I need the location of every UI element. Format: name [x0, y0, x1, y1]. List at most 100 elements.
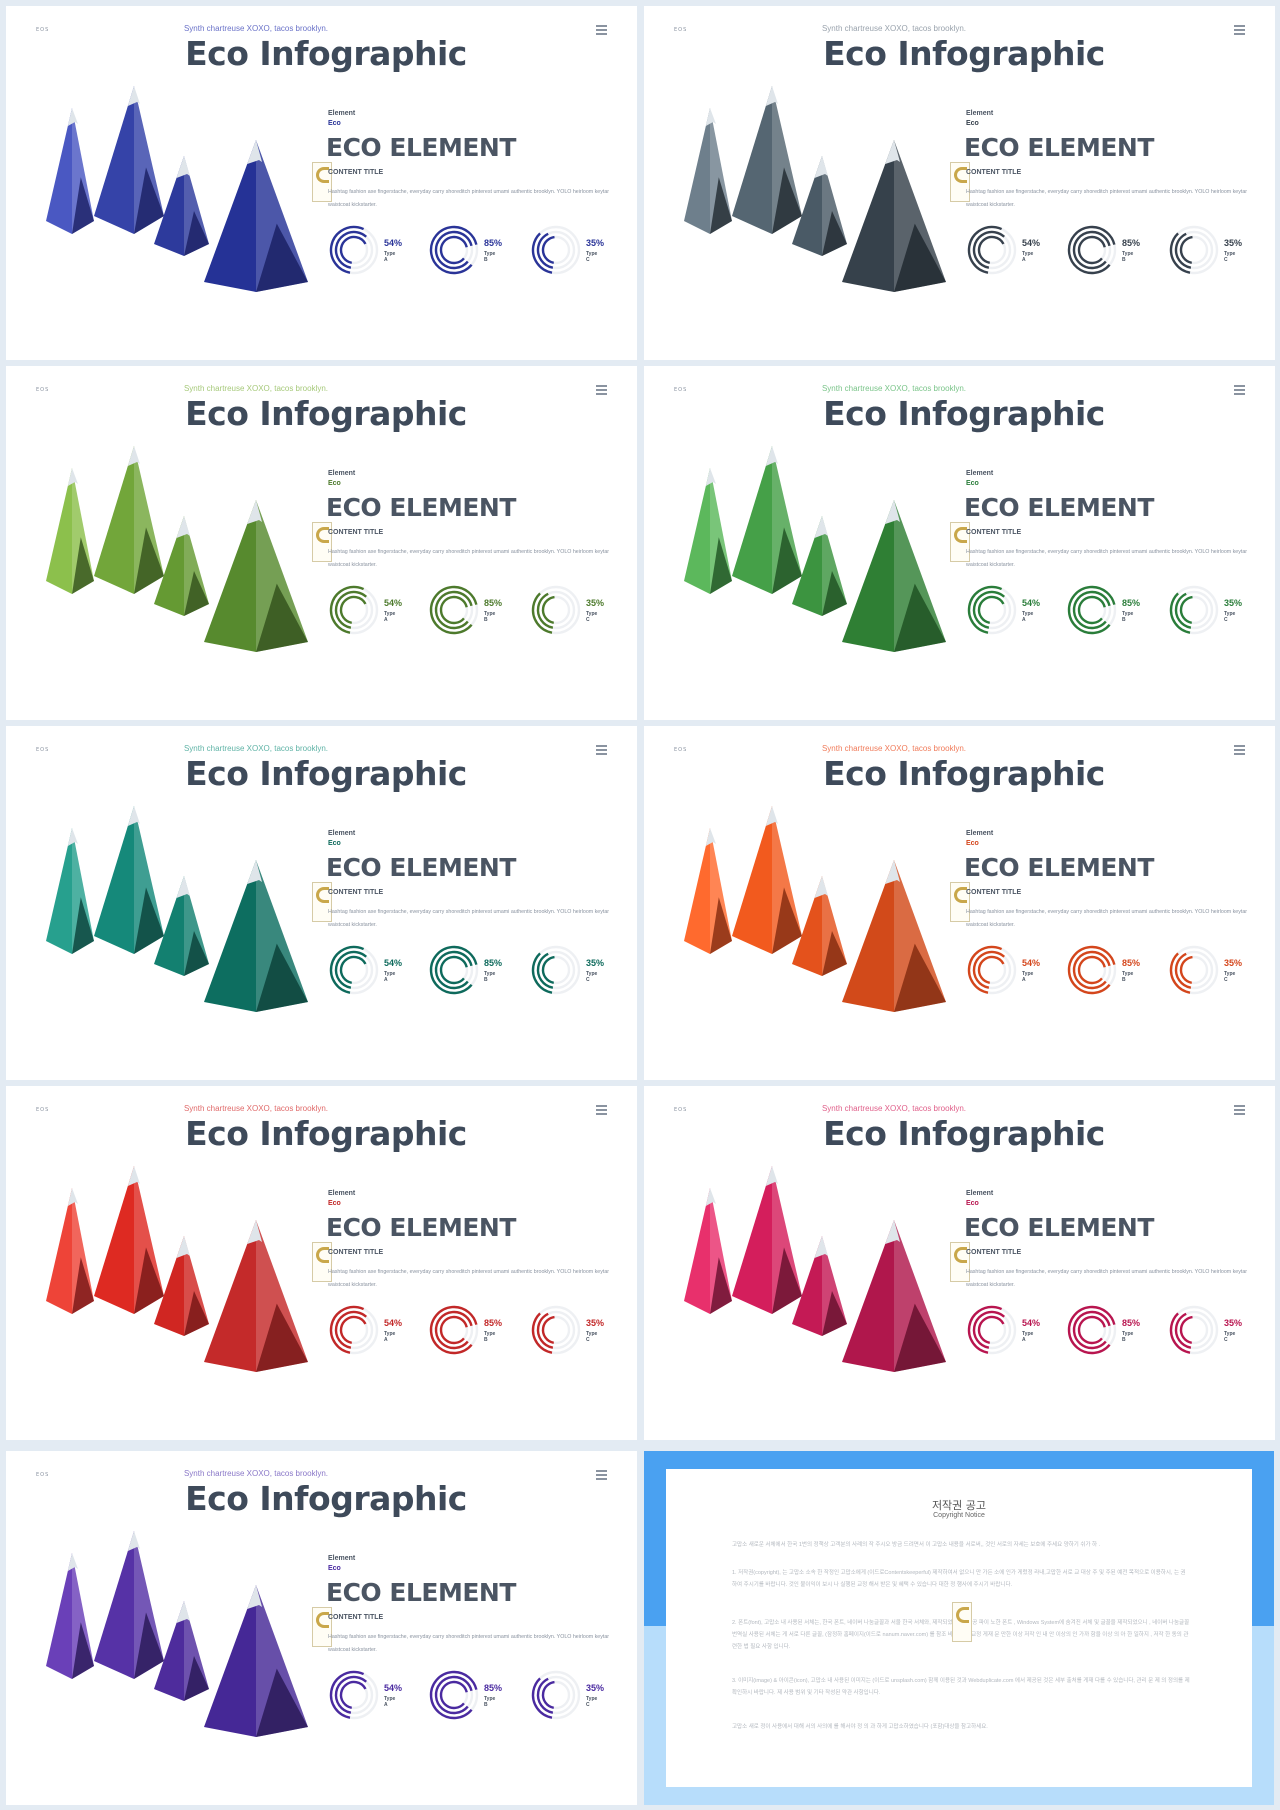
mountain [792, 516, 847, 616]
eco-label: Eco [966, 840, 979, 847]
brand-logo: EOS [36, 747, 50, 753]
ring-icon [329, 945, 379, 995]
watermark-logo [312, 882, 332, 922]
ring-icon [1067, 945, 1117, 995]
stat-type: Type A [384, 251, 396, 263]
stat-type: Type C [1224, 251, 1236, 263]
element-label: Element [328, 470, 356, 477]
ring-icon [329, 1305, 379, 1355]
mountain [46, 828, 94, 954]
stat-type: Type B [1122, 1331, 1134, 1343]
stat-percent: 35% [586, 238, 605, 248]
tagline: Synth chartreuse XOXO, tacos brooklyn. [183, 744, 329, 753]
brand-logo: EOS [674, 747, 688, 753]
ring-icon [1067, 585, 1117, 635]
stat-type: Type A [1022, 971, 1034, 983]
mountain [94, 1166, 164, 1314]
menu-icon[interactable] [1234, 1105, 1245, 1117]
menu-icon[interactable] [1234, 745, 1245, 757]
mountain [154, 876, 209, 976]
progress-ring: 35% Type C [530, 224, 604, 281]
stat-percent: 35% [586, 598, 605, 608]
progress-ring: 54% Type A [966, 224, 1040, 281]
tagline: Synth chartreuse XOXO, tacos brooklyn. [183, 1469, 329, 1478]
mountain [684, 108, 732, 234]
copyright-notice-slide: 저작권 공고 Copyright Notice 고맙소 새로운 서체에서 한국 … [644, 1451, 1274, 1805]
mountain [732, 446, 802, 594]
stat-percent: 85% [1122, 238, 1141, 248]
mountain [842, 860, 946, 1012]
menu-icon[interactable] [596, 25, 607, 37]
watermark-logo [312, 1242, 332, 1282]
eco-label: Eco [966, 480, 979, 487]
stat-type: Type B [484, 251, 496, 263]
mountain [94, 806, 164, 954]
progress-ring: 35% Type C [530, 1304, 604, 1361]
content-title: CONTENT TITLE [966, 169, 1022, 176]
element-label: Element [966, 470, 994, 477]
ring-icon [531, 225, 581, 275]
section-heading: ECO ELEMENT [326, 1213, 516, 1242]
mountains-illustration [684, 806, 946, 1012]
slide-title: Eco Infographic [185, 1479, 467, 1518]
watermark-logo [952, 1602, 972, 1642]
element-label: Element [966, 110, 994, 117]
ring-icon [429, 1305, 479, 1355]
progress-ring: 35% Type C [530, 584, 604, 641]
mountain [684, 828, 732, 954]
slide: EOS Synth chartreuse XOXO, tacos brooklyn… [644, 1086, 1275, 1440]
content-title: CONTENT TITLE [328, 1614, 384, 1621]
tagline: Synth chartreuse XOXO, tacos brooklyn. [183, 1104, 329, 1113]
mountains-illustration [46, 86, 308, 292]
progress-ring: 85% Type B [428, 584, 502, 641]
ring-icon [1067, 225, 1117, 275]
watermark-logo [312, 1607, 332, 1647]
mountain [732, 86, 802, 234]
section-heading: ECO ELEMENT [964, 133, 1154, 162]
stat-type: Type C [1224, 611, 1236, 623]
brand-logo: EOS [674, 387, 688, 393]
content-title: CONTENT TITLE [966, 529, 1022, 536]
mountain [94, 1531, 164, 1679]
progress-ring: 85% Type B [1066, 1304, 1140, 1361]
watermark-logo [950, 1242, 970, 1282]
progress-ring: 35% Type C [530, 944, 604, 1001]
mountain [732, 806, 802, 954]
menu-icon[interactable] [596, 745, 607, 757]
ring-icon [967, 585, 1017, 635]
progress-ring: 54% Type A [328, 1304, 402, 1361]
slide: EOS Synth chartreuse XOXO, tacos brooklyn… [6, 366, 637, 720]
stat-percent: 35% [1224, 1318, 1243, 1328]
slide-title: Eco Infographic [823, 754, 1105, 793]
stat-percent: 54% [384, 238, 403, 248]
stat-percent: 35% [586, 1318, 605, 1328]
mountain [154, 516, 209, 616]
section-heading: ECO ELEMENT [964, 853, 1154, 882]
element-label: Element [328, 1555, 356, 1562]
stat-type: Type B [484, 611, 496, 623]
slide-title: Eco Infographic [823, 394, 1105, 433]
content-title: CONTENT TITLE [966, 889, 1022, 896]
progress-ring: 54% Type A [328, 1669, 402, 1726]
stat-percent: 85% [1122, 598, 1141, 608]
progress-ring: 35% Type C [1168, 224, 1242, 281]
mountains-illustration [46, 1531, 308, 1737]
ring-icon [531, 1305, 581, 1355]
brand-logo: EOS [36, 387, 50, 393]
menu-icon[interactable] [1234, 385, 1245, 397]
slide: EOS Synth chartreuse XOXO, tacos brooklyn… [6, 1086, 637, 1440]
progress-ring: 85% Type B [1066, 584, 1140, 641]
menu-icon[interactable] [1234, 25, 1245, 37]
notice-paragraph: 1. 저작권(copyright), 는 고맙소 소속 한 작정인 고맙소에게 … [732, 1570, 1186, 1588]
slide-title: Eco Infographic [823, 34, 1105, 73]
menu-icon[interactable] [596, 385, 607, 397]
progress-ring: 85% Type B [428, 944, 502, 1001]
tagline: Synth chartreuse XOXO, tacos brooklyn. [821, 744, 967, 753]
menu-icon[interactable] [596, 1105, 607, 1117]
element-label: Element [966, 830, 994, 837]
mountain [204, 140, 308, 292]
stat-percent: 85% [484, 958, 503, 968]
stat-type: Type B [1122, 251, 1134, 263]
menu-icon[interactable] [596, 1470, 607, 1482]
body-text: Hashtag fashion axe fingerstache, everyd… [966, 1269, 1248, 1288]
